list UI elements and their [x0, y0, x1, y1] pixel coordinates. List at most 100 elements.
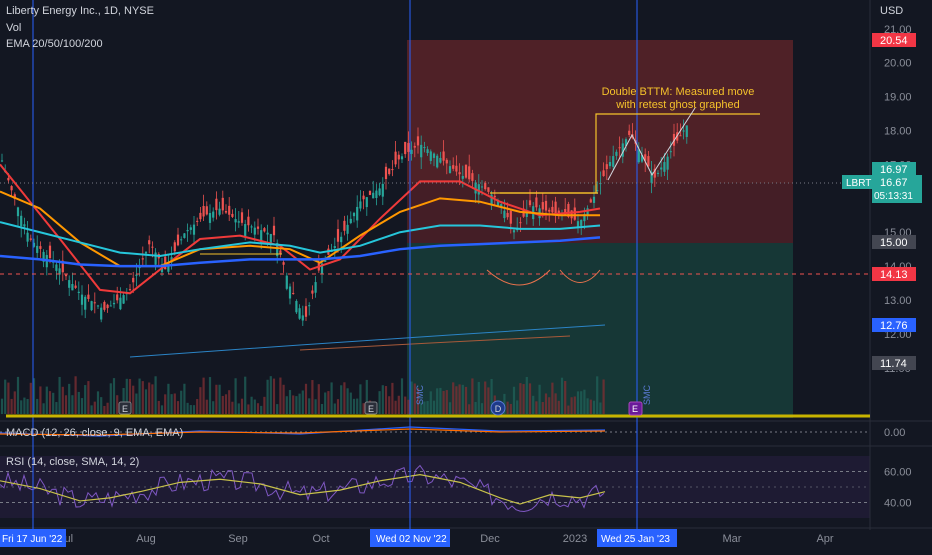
- candle-body: [103, 301, 106, 310]
- candle-body: [426, 149, 429, 154]
- svg-text:E: E: [632, 404, 638, 414]
- volume-bar: [416, 388, 420, 414]
- volume-bar: [602, 379, 605, 414]
- candle-body: [615, 151, 618, 156]
- candle-body: [333, 246, 336, 249]
- candle-body: [61, 260, 64, 273]
- volume-bar: [397, 395, 400, 414]
- volume-bar: [288, 390, 292, 414]
- candle-body: [509, 210, 512, 224]
- volume-bar: [506, 401, 509, 414]
- svg-text:05:13:31: 05:13:31: [874, 191, 913, 202]
- annotation-line2: with retest ghost graphed: [615, 99, 740, 111]
- candle-body: [308, 305, 311, 307]
- volume-bar: [461, 384, 464, 414]
- candle-body: [368, 190, 372, 195]
- volume-bar: [596, 376, 599, 414]
- rsi-sma-line: [0, 473, 606, 505]
- volume-bar: [183, 383, 186, 414]
- volume-bar: [528, 383, 532, 414]
- volume-bar: [468, 404, 471, 414]
- candle-body: [679, 135, 682, 137]
- target-zone: [407, 40, 793, 183]
- candle-body: [496, 200, 500, 206]
- x-tick-label: Mar: [723, 533, 742, 545]
- volume-bar: [420, 402, 423, 414]
- candle-body: [324, 259, 327, 262]
- candle-body: [416, 136, 420, 146]
- volume-bar: [48, 391, 52, 414]
- volume-bar: [429, 391, 432, 414]
- dividend-badge[interactable]: D: [490, 400, 506, 416]
- candle-body: [432, 153, 436, 158]
- candle-body: [429, 151, 432, 161]
- volume-bar: [80, 398, 84, 414]
- candle-body: [141, 258, 144, 260]
- ghost-projection: [607, 107, 696, 181]
- volume-bar: [253, 399, 256, 414]
- svg-text:20.54: 20.54: [880, 35, 908, 47]
- candle-body: [484, 182, 487, 190]
- macd-legend[interactable]: MACD (12, 26, close, 9, EMA, EMA): [6, 427, 184, 439]
- volume-bar: [148, 382, 151, 414]
- rsi-legend[interactable]: RSI (14, close, SMA, 14, 2): [6, 456, 140, 468]
- volume-bar: [327, 391, 330, 414]
- rsi-tick-label: 40.00: [884, 498, 912, 510]
- volume-bar: [16, 376, 20, 414]
- volume-bar: [311, 380, 314, 414]
- volume-bar: [106, 402, 109, 414]
- volume-bar: [74, 376, 77, 414]
- candle-body: [589, 199, 592, 203]
- volume-legend[interactable]: Vol: [6, 22, 22, 34]
- volume-bar: [336, 399, 340, 414]
- x-tick-label: Oct: [312, 533, 329, 545]
- candle-body: [314, 282, 317, 293]
- symbol-legend[interactable]: Liberty Energy Inc., 1D, NYSE: [6, 5, 154, 17]
- volume-bar: [352, 398, 356, 414]
- candle-body: [535, 197, 538, 208]
- candle-body: [503, 210, 506, 219]
- y-tick-label: 19.00: [884, 92, 912, 104]
- candle-body: [605, 164, 608, 170]
- candle-body: [96, 305, 100, 307]
- volume-bar: [576, 391, 580, 414]
- volume-bar: [589, 399, 592, 414]
- earnings-badge-aug[interactable]: E: [118, 401, 132, 415]
- candle-body: [208, 213, 212, 223]
- volume-bar: [538, 384, 541, 414]
- candle-body: [439, 157, 442, 163]
- price-tag-dashed: 14.13: [872, 267, 916, 281]
- volume-bar: [93, 401, 96, 414]
- candle-body: [189, 227, 192, 230]
- candle-body: [42, 251, 45, 262]
- volume-bar: [0, 398, 4, 414]
- candle-body: [544, 200, 548, 211]
- volume-bar: [240, 398, 244, 414]
- candle-body: [410, 149, 413, 154]
- candle-body: [13, 194, 16, 199]
- candle-body: [541, 202, 544, 210]
- volume-bar: [173, 393, 176, 414]
- candle-body: [573, 207, 576, 220]
- volume-bar: [314, 399, 317, 414]
- price-tag-stop: 11.74: [872, 356, 916, 370]
- y-tick-label: 13.00: [884, 295, 912, 307]
- volume-bar: [141, 381, 144, 414]
- volume-bar: [541, 401, 544, 414]
- earnings-badge-oct[interactable]: E: [364, 401, 378, 415]
- volume-bar: [304, 383, 308, 414]
- volume-bar: [125, 378, 128, 414]
- volume-bar: [205, 399, 208, 414]
- candle-body: [608, 162, 612, 167]
- candle-body: [384, 166, 388, 179]
- volume-bar: [221, 395, 224, 414]
- candle-body: [685, 125, 688, 137]
- rsi-line: [0, 464, 605, 513]
- candle-body: [215, 198, 218, 211]
- volume-bar: [365, 379, 368, 414]
- earnings-badge-feb[interactable]: E: [628, 401, 643, 416]
- candle-body: [112, 302, 116, 305]
- candle-body: [116, 294, 119, 301]
- ema-legend[interactable]: EMA 20/50/100/200: [6, 38, 103, 50]
